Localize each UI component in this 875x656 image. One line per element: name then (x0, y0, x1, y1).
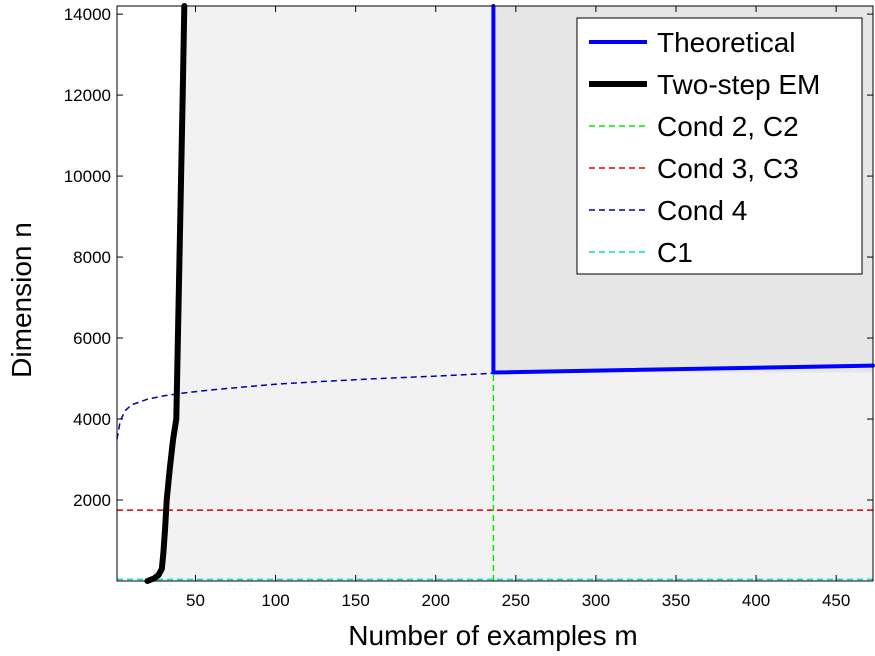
x-tick-label-350: 350 (662, 591, 690, 610)
axes: 50 100 150 200 250 300 350 400 450 2000 4000 6000 80… (64, 5, 874, 610)
series-line-cond-4 (116, 372, 494, 440)
y-tick-label-4000: 4000 (73, 410, 111, 429)
x-tick-label-250: 250 (502, 591, 530, 610)
legend: Theoretical Two-step EM Cond 2, C2 Cond 3, … (576, 17, 863, 275)
x-tick-label-450: 450 (822, 591, 850, 610)
y-tick-label-10000: 10000 (64, 167, 111, 186)
x-tick-label-50: 50 (186, 591, 205, 610)
x-axis-title: Number of examples m (348, 620, 637, 651)
axes-frame (116, 5, 874, 582)
legend-label-cond-2-c2: Cond 2, C2 (657, 111, 799, 142)
legend-box (576, 17, 863, 275)
y-tick-label-6000: 6000 (73, 329, 111, 348)
legend-label-theoretical: Theoretical (657, 27, 796, 58)
legend-label-c1: C1 (657, 237, 693, 268)
legend-label-cond-4: Cond 4 (657, 195, 747, 226)
x-tick-label-300: 300 (582, 591, 610, 610)
x-tick-label-200: 200 (422, 591, 450, 610)
x-tick-label-100: 100 (261, 591, 289, 610)
series-line-theoretical (491, 4, 875, 375)
x-tick-label-400: 400 (742, 591, 770, 610)
y-tick-label-14000: 14000 (64, 5, 111, 24)
y-axis-title: Dimension n (6, 222, 37, 378)
legend-label-two-step-em: Two-step EM (657, 69, 820, 100)
y-tick-label-2000: 2000 (73, 491, 111, 510)
series-line-two-step-em (144, 3, 188, 584)
y-tick-label-8000: 8000 (73, 248, 111, 267)
legend-label-cond-3-c3: Cond 3, C3 (657, 153, 799, 184)
x-tick-label-150: 150 (341, 591, 369, 610)
y-tick-label-12000: 12000 (64, 86, 111, 105)
